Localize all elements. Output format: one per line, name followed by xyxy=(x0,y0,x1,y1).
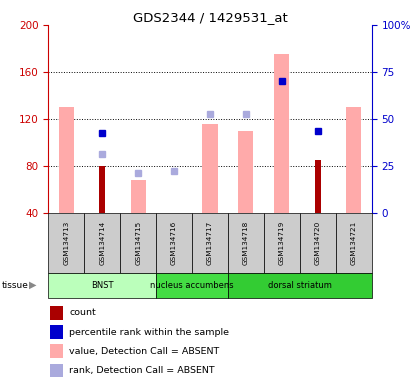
Text: GSM134719: GSM134719 xyxy=(279,221,285,265)
Bar xyxy=(59,107,74,213)
Bar xyxy=(120,213,156,273)
Bar xyxy=(274,55,289,213)
Bar xyxy=(50,344,63,358)
Text: GSM134716: GSM134716 xyxy=(171,221,177,265)
Bar xyxy=(202,124,218,213)
Bar xyxy=(50,325,63,339)
Text: GSM134720: GSM134720 xyxy=(315,221,321,265)
Text: GSM134713: GSM134713 xyxy=(63,221,69,265)
Text: percentile rank within the sample: percentile rank within the sample xyxy=(69,328,229,337)
Bar xyxy=(131,180,146,213)
Bar xyxy=(50,306,63,320)
Text: GSM134717: GSM134717 xyxy=(207,221,213,265)
Text: count: count xyxy=(69,308,96,318)
Text: BNST: BNST xyxy=(91,281,113,290)
Text: GSM134714: GSM134714 xyxy=(99,221,105,265)
Title: GDS2344 / 1429531_at: GDS2344 / 1429531_at xyxy=(133,11,287,24)
Bar xyxy=(300,213,336,273)
Text: rank, Detection Call = ABSENT: rank, Detection Call = ABSENT xyxy=(69,366,215,375)
Bar xyxy=(48,213,84,273)
Text: value, Detection Call = ABSENT: value, Detection Call = ABSENT xyxy=(69,347,220,356)
Text: ▶: ▶ xyxy=(29,280,36,290)
Bar xyxy=(228,273,372,298)
Text: dorsal striatum: dorsal striatum xyxy=(268,281,332,290)
Bar xyxy=(84,213,120,273)
Text: nucleus accumbens: nucleus accumbens xyxy=(150,281,234,290)
Bar xyxy=(239,131,254,213)
Bar xyxy=(156,213,192,273)
Text: GSM134721: GSM134721 xyxy=(351,221,357,265)
Bar xyxy=(315,160,321,213)
Bar xyxy=(99,166,105,213)
Bar xyxy=(48,273,156,298)
Text: GSM134715: GSM134715 xyxy=(135,221,141,265)
Bar xyxy=(228,213,264,273)
Bar xyxy=(50,364,63,377)
Bar xyxy=(336,213,372,273)
Text: GSM134718: GSM134718 xyxy=(243,221,249,265)
Text: tissue: tissue xyxy=(2,281,29,290)
Bar xyxy=(156,273,228,298)
Bar xyxy=(264,213,300,273)
Bar xyxy=(192,213,228,273)
Bar xyxy=(346,107,361,213)
